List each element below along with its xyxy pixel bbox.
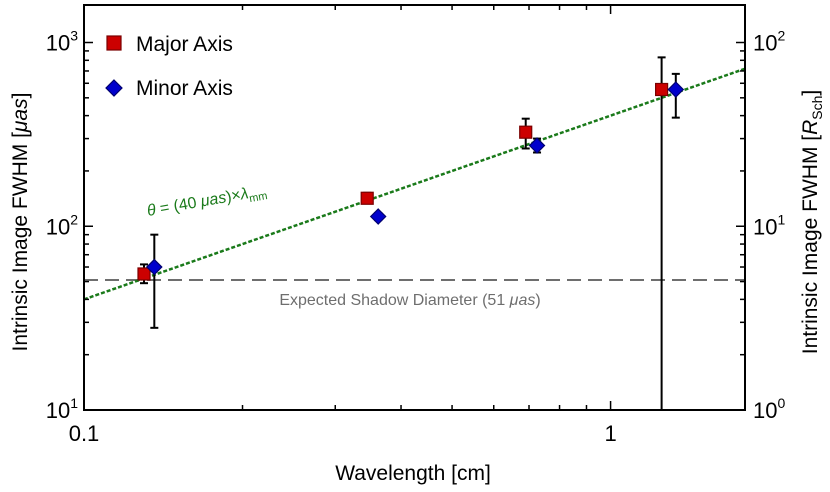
fit-label-sub: mm xyxy=(248,190,268,205)
major-axis-point xyxy=(519,125,533,139)
shadow-label-pre: Expected Shadow Diameter (51 xyxy=(279,292,509,309)
minor-axis-point xyxy=(369,208,387,225)
y-tick-labels-right: 100 101 102 xyxy=(753,28,785,423)
data-markers xyxy=(137,81,685,281)
major-axis-point xyxy=(655,82,669,97)
y-axis-label-left-close: ] xyxy=(9,93,32,99)
y-tick-label-left: 103 xyxy=(46,28,78,56)
plot-frame xyxy=(83,4,746,411)
legend-major-label: Major Axis xyxy=(136,33,233,56)
minor-axis-point xyxy=(528,137,546,154)
y-tick-label-right: 102 xyxy=(753,28,785,56)
shadow-label-unit: μas xyxy=(509,292,536,309)
y-tick-label-left: 102 xyxy=(46,211,78,239)
error-bars xyxy=(140,56,680,410)
x-tick-labels: 0.1 1 xyxy=(69,421,617,446)
fit-label-times: )× xyxy=(225,187,242,206)
fit-label-theta: θ xyxy=(146,202,158,220)
y-axis-label-right: Intrinsic Image FWHM [RSch] xyxy=(799,90,825,355)
axis-ticks xyxy=(83,5,745,411)
y-axis-label-right-sub: Sch xyxy=(809,96,825,120)
legend-minor-marker xyxy=(105,79,123,97)
y-tick-labels-left: 101 102 103 xyxy=(46,28,78,423)
x-axis-label: Wavelength [cm] xyxy=(335,462,491,485)
fit-label-eq: = (40 xyxy=(154,194,202,219)
fit-label-unit: μas xyxy=(198,189,227,210)
major-axis-point xyxy=(137,267,151,281)
y-axis-label-left-text: Intrinsic Image FWHM [ xyxy=(9,132,32,352)
x-tick-label: 1 xyxy=(604,421,616,446)
fit-label-lambda: λ xyxy=(238,185,250,203)
major-axis-point xyxy=(360,191,374,205)
y-axis-label-left: Intrinsic Image FWHM [μas] xyxy=(9,93,32,352)
y-axis-label-right-text: Intrinsic Image FWHM [ xyxy=(799,135,822,355)
legend: Major Axis Minor Axis xyxy=(105,33,233,100)
x-tick-label: 0.1 xyxy=(69,421,100,446)
y-tick-label-left: 101 xyxy=(46,395,78,423)
fit-line xyxy=(83,67,746,301)
y-axis-label-right-close: ] xyxy=(799,90,822,96)
minor-axis-point xyxy=(667,81,685,98)
y-axis-label-left-unit: μas xyxy=(9,98,32,133)
legend-minor-label: Minor Axis xyxy=(136,77,233,100)
shadow-label-post: ) xyxy=(535,292,540,309)
y-tick-label-right: 101 xyxy=(753,211,785,239)
y-axis-label-right-unit: R xyxy=(799,120,822,135)
legend-major-marker xyxy=(106,35,122,51)
minor-axis-point xyxy=(145,258,163,276)
y-tick-label-right: 100 xyxy=(753,395,785,423)
fit-equation-label: θ = (40 μas)×λmm xyxy=(146,182,269,223)
shadow-diameter-label: Expected Shadow Diameter (51 μas) xyxy=(279,292,540,309)
